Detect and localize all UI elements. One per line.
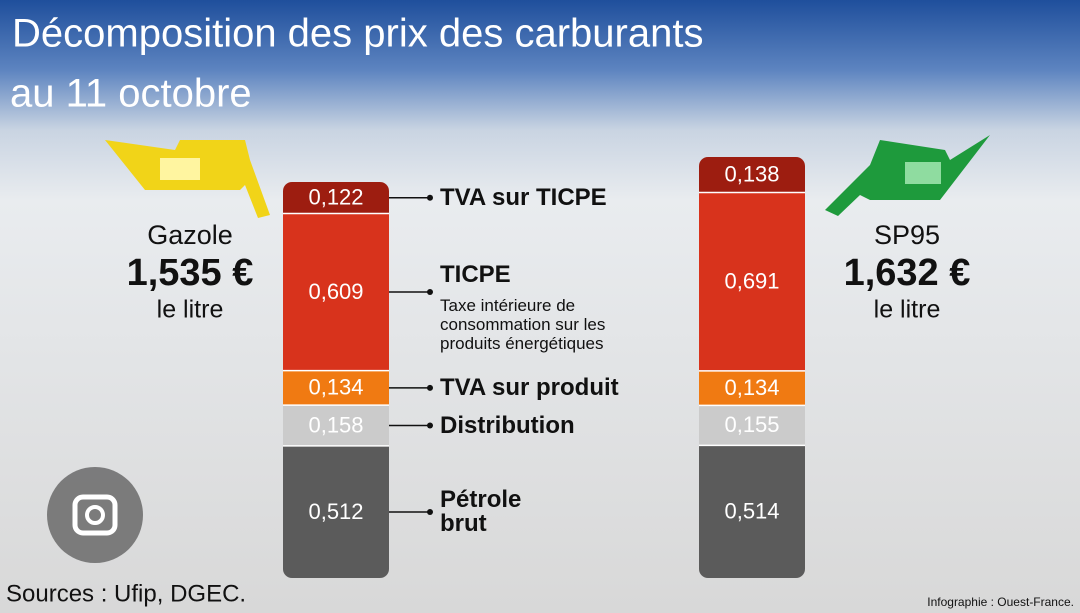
value-label: 0,155 [724, 412, 779, 437]
leader-dot [427, 422, 433, 429]
series-description: Taxe intérieure de consommation sur les … [440, 296, 606, 354]
value-label: 0,512 [308, 499, 363, 524]
series-label: TVA sur produit [440, 373, 619, 401]
value-label: 0,609 [308, 279, 363, 304]
value-label: 0,691 [724, 268, 779, 293]
unit-label: le litre [874, 296, 941, 324]
series-label: Distribution [440, 411, 575, 439]
bar-segment [283, 213, 389, 371]
category-label: Gazole [147, 220, 233, 250]
leader-dot [427, 194, 433, 201]
subtitle: au 11 octobre [10, 72, 252, 116]
total-label: 1,535 € [127, 252, 254, 294]
total-label: 1,632 € [844, 252, 971, 294]
category-label: SP95 [874, 220, 940, 250]
bar-segment [699, 405, 805, 446]
credit: Infographie : Ouest-France. [927, 595, 1074, 609]
leader-dot [427, 384, 433, 391]
bar-segment [283, 445, 389, 578]
leader-dot [427, 289, 433, 296]
value-label: 0,138 [724, 162, 779, 187]
bar-segment [283, 405, 389, 446]
bar-segment [699, 156, 805, 193]
lens-icon[interactable] [47, 467, 143, 563]
pump-icon-gazole [105, 140, 270, 218]
bar-segment [283, 181, 389, 214]
pump-icon-sp95 [825, 135, 990, 216]
value-label: 0,514 [724, 499, 779, 524]
value-label: 0,122 [308, 185, 363, 210]
bar-segment [699, 370, 805, 406]
title: Décomposition des prix des carburants [12, 12, 703, 56]
value-label: 0,134 [308, 375, 363, 400]
leader-dot [427, 508, 433, 515]
bar-segment [283, 370, 389, 406]
series-label: Pétrole brut [440, 485, 522, 537]
bar-segment [699, 192, 805, 371]
unit-label: le litre [157, 296, 224, 324]
value-label: 0,158 [308, 412, 363, 437]
series-label: TVA sur TICPE [440, 183, 607, 211]
bar-segment [699, 445, 805, 578]
source: Sources : Ufip, DGEC. [6, 580, 246, 607]
value-label: 0,134 [724, 375, 779, 400]
series-label: TICPE [440, 261, 511, 289]
